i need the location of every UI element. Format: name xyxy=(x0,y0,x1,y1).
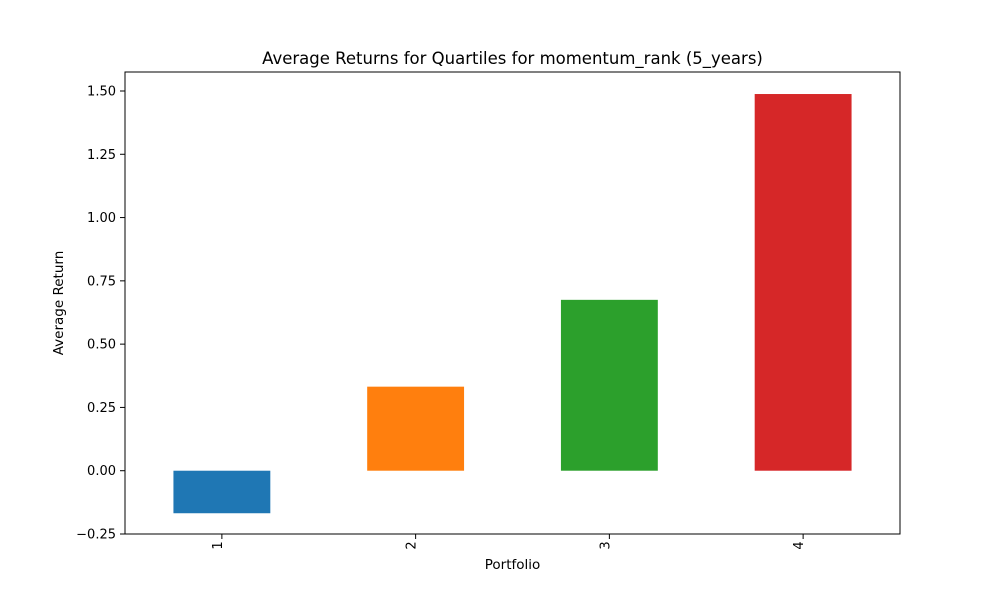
x-tick-label: 1 xyxy=(211,541,226,549)
y-tick-label: 1.00 xyxy=(87,211,116,226)
x-tick-label: 4 xyxy=(792,541,807,549)
x-tick-label: 2 xyxy=(405,541,420,549)
bar-1 xyxy=(173,470,271,514)
bars-group xyxy=(173,94,852,514)
y-tick-label: 0.25 xyxy=(87,401,116,416)
y-tick-label: 1.25 xyxy=(87,148,116,163)
y-tick-label: 0.75 xyxy=(87,274,116,289)
x-tick-label: 3 xyxy=(598,541,613,549)
y-tick-label: −0.25 xyxy=(76,528,116,543)
x-axis-ticks: 1 2 3 4 xyxy=(211,534,807,550)
y-tick-label: 1.50 xyxy=(87,84,116,99)
plot-frame xyxy=(124,71,901,535)
x-axis-label: Portfolio xyxy=(485,557,541,573)
y-axis-ticks: −0.25 0.00 0.25 0.50 0.75 1.00 1.25 1.50 xyxy=(76,84,125,543)
y-tick-label: 0.00 xyxy=(87,464,116,479)
bar-3 xyxy=(560,299,658,471)
chart-title: Average Returns for Quartiles for moment… xyxy=(262,49,763,69)
bar-2 xyxy=(367,386,465,471)
bar-4 xyxy=(754,94,852,471)
y-tick-label: 0.50 xyxy=(87,338,116,353)
y-axis-label: Average Return xyxy=(51,251,67,356)
